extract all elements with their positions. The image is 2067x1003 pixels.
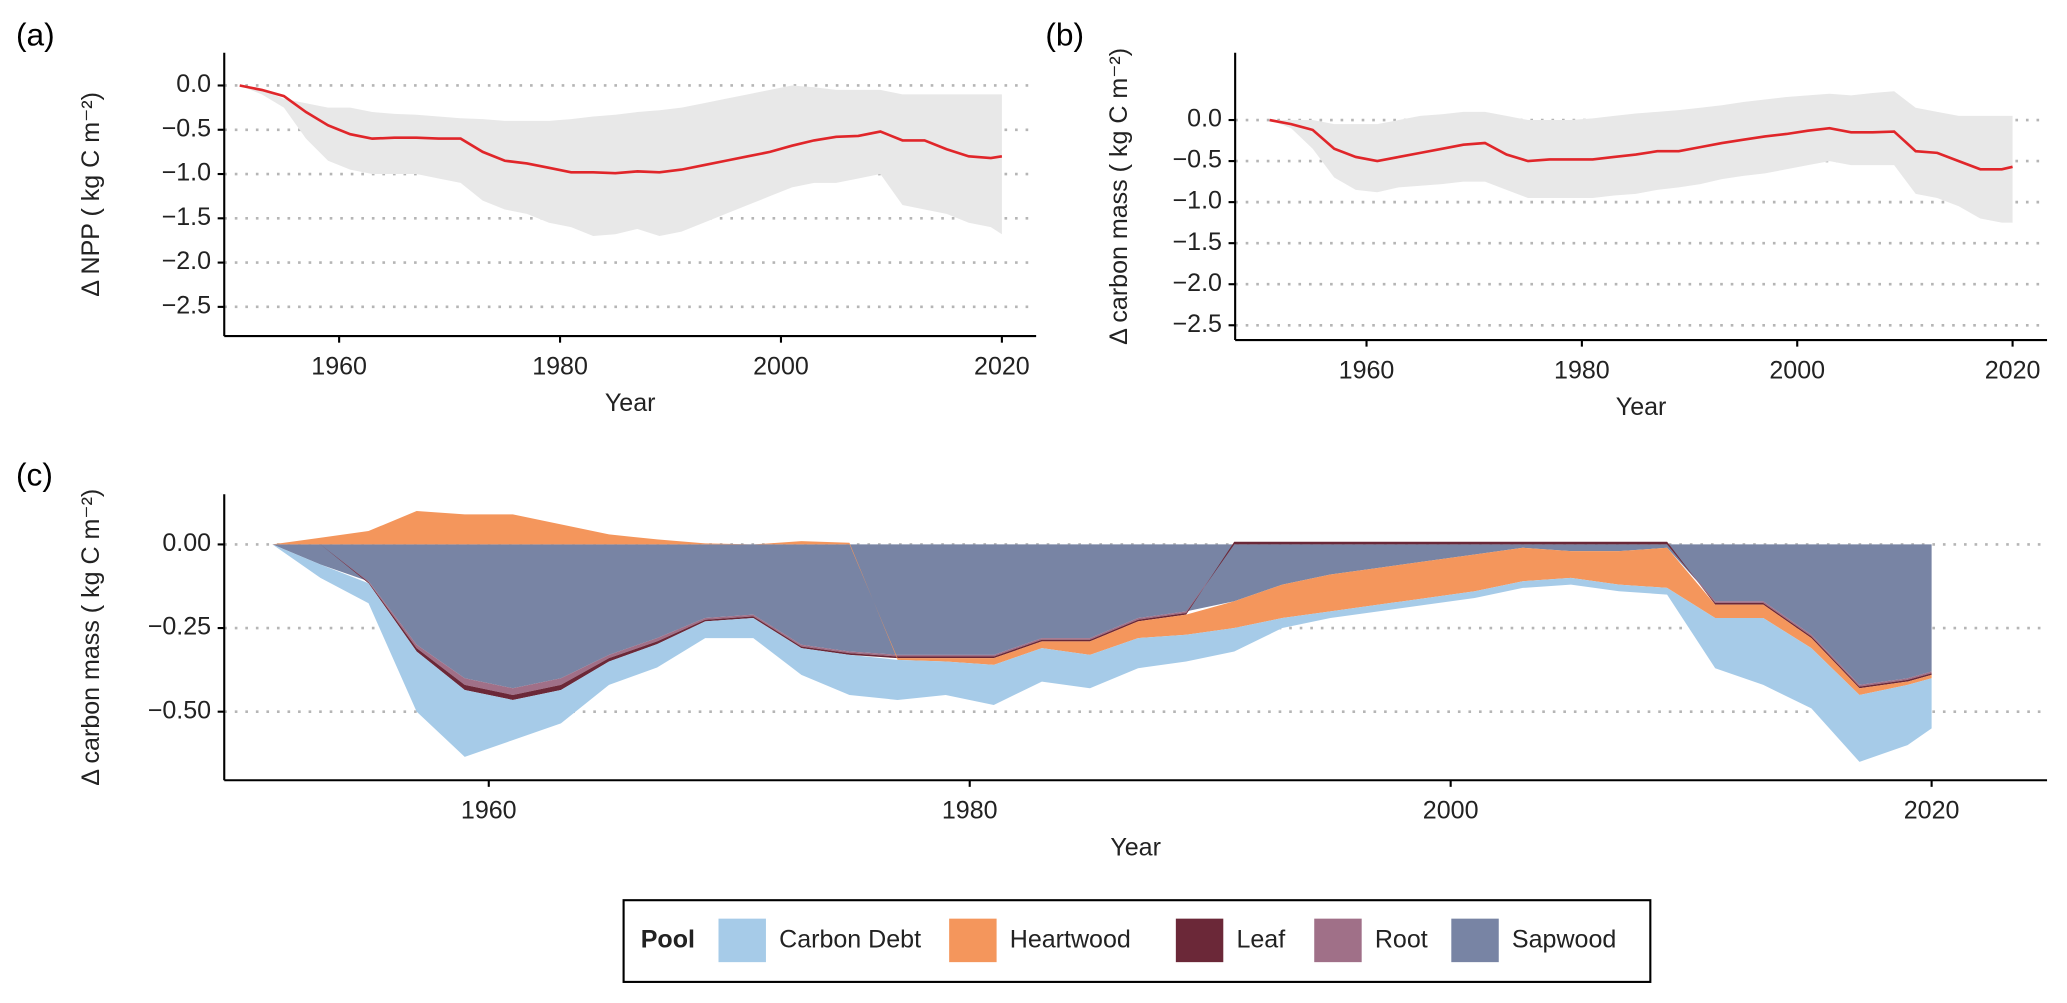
y-tick-label: −2.5 <box>1173 310 1222 338</box>
x-tick-label: 2000 <box>753 352 809 380</box>
legend-label: Heartwood <box>1010 926 1131 954</box>
y-tick-label: −1.5 <box>162 203 211 231</box>
legend-title: Pool <box>641 926 695 954</box>
legend-swatch <box>1175 918 1224 963</box>
panel-label: (c) <box>16 456 53 492</box>
legend-swatch <box>949 918 997 963</box>
legend-swatch <box>1314 918 1362 963</box>
x-tick-label: 2000 <box>1423 796 1479 824</box>
y-tick-label: −0.25 <box>148 613 211 641</box>
y-axis-title: Δ carbon mass ( kg C m⁻²) <box>77 489 105 786</box>
x-axis-title: Year <box>1616 393 1667 421</box>
y-tick-label: −1.0 <box>1173 187 1222 215</box>
panel: (b) 0.0 −0.5 −1.0 −1.5 −2.0 −2.5 1960 1980 2000 20… <box>1045 16 2048 421</box>
uncertainty-band <box>1269 91 2013 223</box>
y-tick-label: −0.50 <box>148 696 211 724</box>
panel-label: (b) <box>1045 16 1084 52</box>
line <box>239 84 1003 175</box>
legend-label: Sapwood <box>1512 926 1616 954</box>
legend-swatch <box>1451 918 1499 963</box>
x-tick-label: 2020 <box>1904 796 1960 824</box>
x-tick-label: 1960 <box>1339 356 1395 384</box>
x-tick-label: 1980 <box>1554 356 1610 384</box>
y-tick-label: −2.0 <box>162 247 211 275</box>
x-tick-label: 2000 <box>1769 356 1825 384</box>
x-tick-label: 1960 <box>461 796 517 824</box>
y-tick-label: −1.5 <box>1173 228 1222 256</box>
y-tick-label: −2.5 <box>162 291 211 319</box>
legend-label: Carbon Debt <box>779 926 921 954</box>
panel-label: (a) <box>16 16 55 52</box>
x-tick-label: 2020 <box>974 352 1030 380</box>
line <box>1269 118 2013 171</box>
area <box>272 544 1932 689</box>
uncertainty-band <box>239 85 1002 237</box>
legend-label: Root <box>1375 926 1428 954</box>
y-tick-label: −0.5 <box>1173 146 1222 174</box>
y-tick-label: −1.0 <box>162 159 211 187</box>
panel: (a) 0.0 −0.5 −1.0 −1.5 −2.0 −2.5 1960 1980 2000 20… <box>16 16 1037 417</box>
legend-label: Leaf <box>1236 926 1285 954</box>
x-tick-label: 1960 <box>311 352 367 380</box>
legend-swatch <box>718 918 766 963</box>
x-tick-label: 1980 <box>942 796 998 824</box>
x-tick-label: 2020 <box>1985 356 2041 384</box>
x-tick-label: 1980 <box>532 352 588 380</box>
x-axis-title: Year <box>605 389 656 417</box>
y-tick-label: −0.5 <box>162 114 211 142</box>
panel: (c) 0.00 −0.25 −0.50 1960 1980 2000 2020 Year Δ c… <box>16 456 2048 983</box>
y-tick-label: 0.0 <box>176 70 211 98</box>
x-axis-title: Year <box>1110 833 1161 861</box>
y-axis-title: Δ NPP ( kg C m⁻²) <box>77 92 105 297</box>
legend: Pool Carbon Debt Heartwood Leaf Root Sapwood <box>622 899 1652 983</box>
y-tick-label: 0.00 <box>162 529 211 557</box>
y-tick-label: −2.0 <box>1173 269 1222 297</box>
y-tick-label: 0.0 <box>1187 105 1222 133</box>
y-axis-title: Δ carbon mass ( kg C m⁻²) <box>1105 48 1133 345</box>
area <box>272 510 1932 695</box>
area <box>272 544 1932 762</box>
